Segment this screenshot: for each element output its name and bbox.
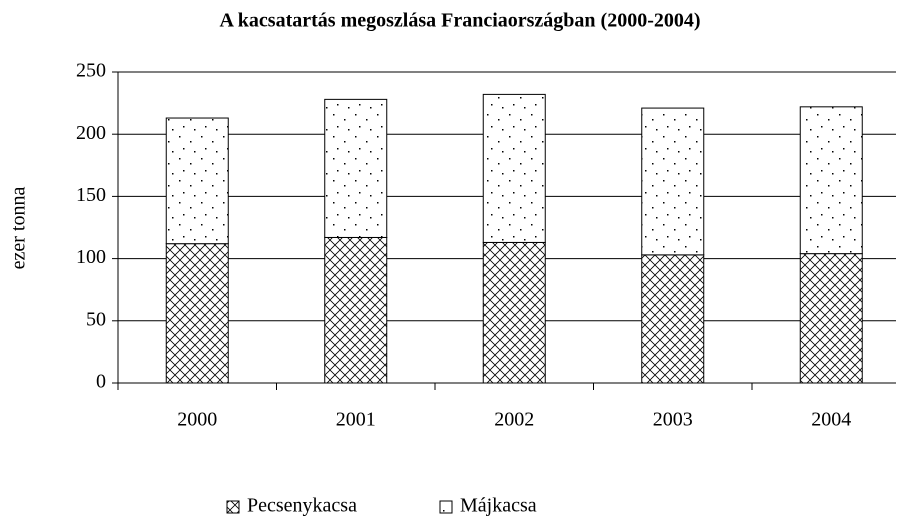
bar-segment — [799, 106, 863, 255]
y-axis-label: ezer tonna — [8, 187, 30, 270]
y-tick-label: 100 — [76, 246, 106, 268]
x-tick-label: 2001 — [336, 409, 376, 431]
x-tick-label: 2000 — [177, 409, 217, 431]
bar-segment — [482, 93, 546, 243]
x-tick-label: 2003 — [653, 409, 693, 431]
bar-segment — [324, 98, 388, 238]
bar-segment — [799, 253, 863, 384]
legend-swatch — [439, 500, 453, 514]
bar-segment — [482, 241, 546, 384]
legend-label: Májkacsa — [460, 495, 537, 517]
x-tick-label: 2002 — [494, 409, 534, 431]
bar-segment — [165, 117, 229, 245]
y-tick-label: 250 — [76, 60, 106, 82]
y-tick-label: 0 — [96, 371, 106, 393]
bar-segment — [641, 254, 705, 384]
chart-title: A kacsatartás megoszlása Franciaországba… — [219, 10, 700, 32]
bar-segment — [165, 243, 229, 384]
bar-segment — [324, 236, 388, 384]
bar-segment — [641, 107, 705, 256]
legend-label: Pecsenykacsa — [247, 495, 357, 517]
y-tick-label: 150 — [76, 184, 106, 206]
legend-swatch — [226, 500, 240, 514]
y-tick-label: 200 — [76, 122, 106, 144]
x-tick-label: 2004 — [811, 409, 851, 431]
y-tick-label: 50 — [86, 308, 106, 330]
